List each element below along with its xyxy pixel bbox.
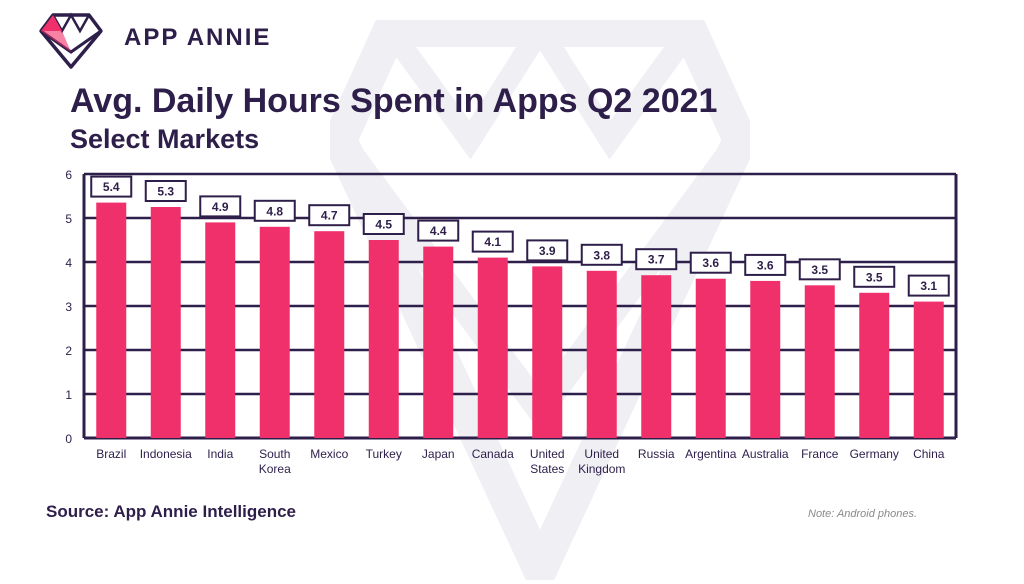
bar xyxy=(695,278,726,438)
data-label: 3.5 xyxy=(811,263,828,277)
bar xyxy=(150,207,181,438)
bar xyxy=(804,285,835,438)
brand-name: APP ANNIE xyxy=(124,24,272,51)
data-label-box xyxy=(417,219,460,242)
data-label-box xyxy=(362,213,405,235)
data-label-box xyxy=(90,175,133,198)
bar xyxy=(259,226,290,438)
data-label: 4.1 xyxy=(484,235,501,249)
data-label: 4.5 xyxy=(375,218,392,232)
data-label: 5.4 xyxy=(103,180,120,194)
x-tick-label: France xyxy=(801,447,839,461)
x-tick-label: Turkey xyxy=(366,447,402,461)
x-tick-label: India xyxy=(207,447,233,461)
y-tick-label: 6 xyxy=(65,168,72,182)
x-tick-label: Indonesia xyxy=(140,447,192,461)
data-label: 3.6 xyxy=(702,256,719,270)
bar xyxy=(314,231,345,438)
bar xyxy=(750,280,781,438)
bar xyxy=(859,292,890,438)
y-tick-label: 4 xyxy=(65,256,72,270)
data-label: 3.9 xyxy=(539,244,556,258)
bar xyxy=(477,257,508,438)
chart-subtitle: Select Markets xyxy=(70,124,260,154)
data-label: 4.7 xyxy=(321,209,338,223)
bar xyxy=(913,301,944,438)
x-tick-label: Canada xyxy=(472,447,514,461)
y-tick-label: 1 xyxy=(65,388,72,402)
x-tick-label: Mexico xyxy=(310,447,348,461)
x-tick-label: United xyxy=(530,447,565,461)
chart-title: Avg. Daily Hours Spent in Apps Q2 2021 xyxy=(70,82,718,120)
bar xyxy=(423,246,454,438)
data-label-box xyxy=(199,195,242,218)
y-tick-label: 5 xyxy=(65,212,72,226)
data-label-box xyxy=(853,265,896,288)
x-tick-label: United xyxy=(584,447,619,461)
x-tick-label: Germany xyxy=(850,447,899,461)
x-tick-label: South xyxy=(259,447,290,461)
data-label-box xyxy=(580,243,623,266)
data-label-box xyxy=(253,199,296,222)
data-label: 3.1 xyxy=(920,279,937,293)
x-tick-label: Argentina xyxy=(685,447,737,461)
bar xyxy=(368,240,399,438)
x-tick-label: Japan xyxy=(422,447,455,461)
data-label-box xyxy=(907,274,950,297)
data-label: 4.8 xyxy=(266,204,283,218)
x-tick-label: China xyxy=(913,447,945,461)
data-label: 3.7 xyxy=(648,253,665,267)
y-tick-label: 2 xyxy=(65,344,72,358)
bar xyxy=(96,202,127,438)
data-label: 3.5 xyxy=(866,270,883,284)
data-label: 4.4 xyxy=(430,224,447,238)
x-tick-label: Australia xyxy=(742,447,789,461)
data-label: 4.9 xyxy=(212,200,229,214)
data-label: 3.6 xyxy=(757,258,774,272)
x-tick-label: Brazil xyxy=(96,447,126,461)
data-label-box xyxy=(308,204,351,227)
x-tick-label: Kingdom xyxy=(578,462,625,476)
data-label-box xyxy=(471,230,514,253)
x-tick-label: Russia xyxy=(638,447,675,461)
bar xyxy=(532,266,563,438)
app-annie-logo xyxy=(39,12,103,69)
note-text: Note: Android phones. xyxy=(808,508,918,520)
data-label-box xyxy=(526,239,569,262)
y-tick-label: 3 xyxy=(65,300,72,314)
data-label-box xyxy=(635,248,678,271)
bar xyxy=(641,275,672,438)
data-label-box xyxy=(689,251,732,274)
x-tick-label: Korea xyxy=(259,462,291,476)
x-tick-label: States xyxy=(530,462,564,476)
bar xyxy=(205,222,236,438)
bar xyxy=(586,270,617,438)
source-text: Source: App Annie Intelligence xyxy=(46,502,296,521)
data-label: 3.8 xyxy=(593,248,610,262)
data-label-box xyxy=(798,258,841,281)
data-label-box xyxy=(144,180,187,202)
y-tick-label: 0 xyxy=(65,432,72,446)
data-label: 5.3 xyxy=(157,185,174,199)
data-label-box xyxy=(744,253,787,276)
